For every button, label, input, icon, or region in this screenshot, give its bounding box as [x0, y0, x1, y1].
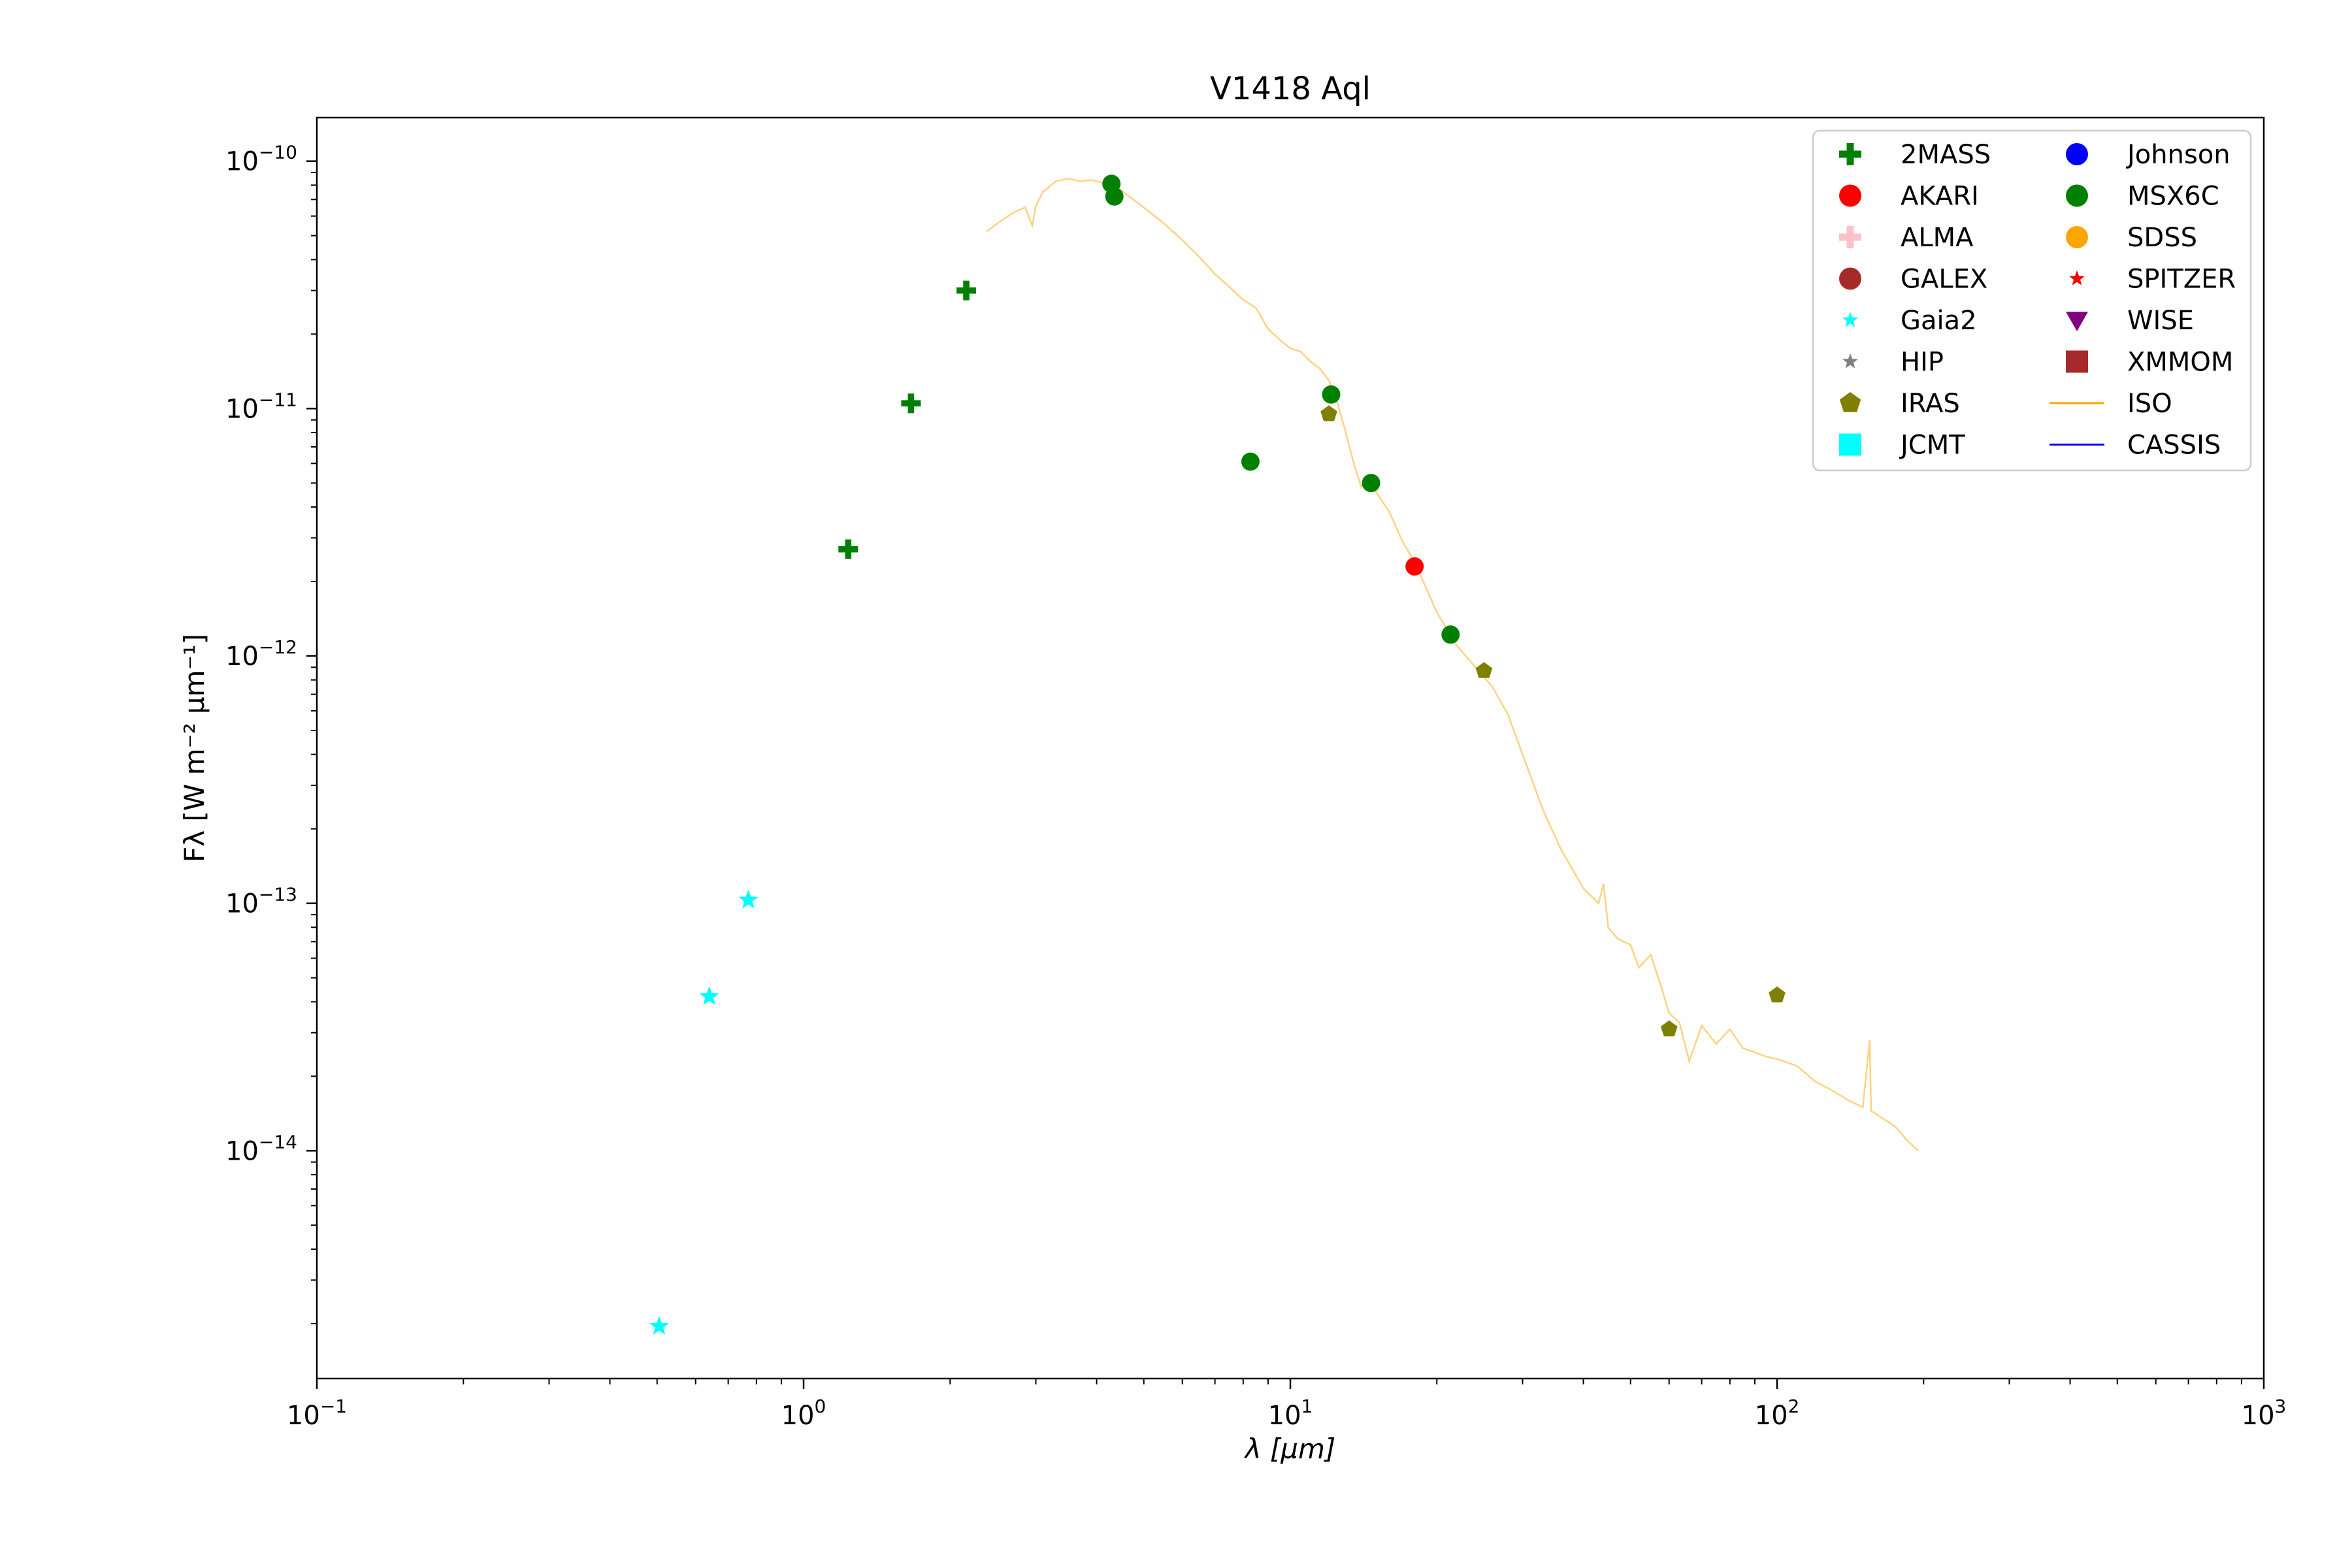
legend: 2MASS AKARI ALMA GALEX Gaia2 HIP IRAS JCMT Johns… — [1812, 129, 2252, 472]
x-tick-label: 101 — [1268, 1396, 1313, 1431]
x-tick-label: 102 — [1755, 1396, 1800, 1431]
legend-marker-spitzer — [2069, 270, 2085, 286]
legend-label-galex: GALEX — [1901, 265, 1987, 295]
msx6c-point-2 — [1105, 187, 1124, 206]
legend-marker-akari — [1839, 184, 1861, 207]
x-axis-label: λ [μm] — [1244, 1433, 1336, 1465]
legend-marker-iras — [1839, 392, 1861, 412]
y-tick-label: 10−11 — [225, 389, 297, 424]
legend-label-akari: AKARI — [1901, 182, 1979, 212]
msx6c-point-6 — [1441, 625, 1460, 644]
iras-point-3 — [1660, 1020, 1678, 1037]
legend-label-alma: ALMA — [1901, 223, 1974, 253]
x-tick-label: 10−1 — [287, 1396, 347, 1431]
msx6c-point-3 — [1241, 452, 1260, 471]
x-tick-label: 103 — [2242, 1396, 2287, 1431]
legend-marker-galex — [1839, 267, 1861, 290]
legend-label-iras: IRAS — [1901, 389, 1960, 419]
2mass-point-2 — [901, 393, 921, 414]
legend-marker-hip — [1842, 353, 1858, 368]
legend-label-iso: ISO — [2127, 389, 2172, 419]
legend-marker-johnson — [2066, 143, 2088, 165]
iso-spectrum-line — [986, 178, 1919, 1152]
legend-label-msx6c: MSX6C — [2127, 182, 2219, 212]
legend-label-spitzer: SPITZER — [2127, 265, 2236, 295]
legend-marker-jcmt — [1839, 433, 1861, 456]
msx6c-point-5 — [1362, 474, 1380, 493]
legend-label-2mass: 2MASS — [1901, 140, 1991, 170]
iras-point-4 — [1769, 986, 1786, 1003]
y-tick-label: 10−14 — [225, 1131, 297, 1166]
gaia2-point-3 — [738, 890, 759, 909]
legend-marker-2mass — [1839, 143, 1861, 165]
legend-marker-msx6c — [2066, 184, 2088, 207]
y-axis-ticks: 10−14 10−13 10−12 10−11 10−10 — [225, 142, 317, 1324]
iras-point-1 — [1320, 405, 1337, 421]
y-tick-label: 10−13 — [225, 884, 297, 919]
x-axis-ticks: 10−1 100 101 102 103 — [287, 1379, 2286, 1431]
plot-area — [649, 174, 1919, 1335]
chart-title: V1418 Aql — [1210, 71, 1371, 107]
legend-frame — [1812, 129, 2252, 472]
legend-label-cassis: CASSIS — [2127, 431, 2221, 461]
legend-items: 2MASS AKARI ALMA GALEX Gaia2 HIP IRAS JCMT Johns… — [1839, 140, 2236, 461]
iras-point-2 — [1475, 662, 1493, 678]
2mass-point-1 — [838, 539, 858, 559]
2mass-point-3 — [956, 280, 977, 301]
x-tick-label: 100 — [781, 1396, 826, 1431]
legend-label-wise: WISE — [2127, 306, 2194, 336]
legend-marker-gaia2 — [1842, 312, 1858, 327]
legend-label-jcmt: JCMT — [1899, 431, 1965, 461]
legend-marker-sdss — [2066, 226, 2088, 248]
legend-label-hip: HIP — [1901, 348, 1944, 378]
legend-marker-alma — [1839, 226, 1861, 248]
y-tick-label: 10−10 — [225, 142, 297, 177]
legend-marker-xmmom — [2066, 350, 2088, 373]
legend-label-sdss: SDSS — [2127, 223, 2197, 253]
y-axis-label: Fλ [W m⁻² μm⁻¹] — [178, 634, 210, 862]
y-tick-label: 10−12 — [225, 636, 297, 672]
akari-point-1 — [1405, 557, 1424, 576]
legend-label-xmmom: XMMOM — [2127, 348, 2233, 378]
msx6c-point-4 — [1322, 385, 1341, 404]
gaia2-point-2 — [699, 986, 719, 1005]
legend-label-gaia2: Gaia2 — [1901, 306, 1977, 336]
legend-label-johnson: Johnson — [2125, 140, 2230, 170]
gaia2-point-1 — [649, 1316, 669, 1335]
legend-marker-wise — [2066, 312, 2088, 331]
